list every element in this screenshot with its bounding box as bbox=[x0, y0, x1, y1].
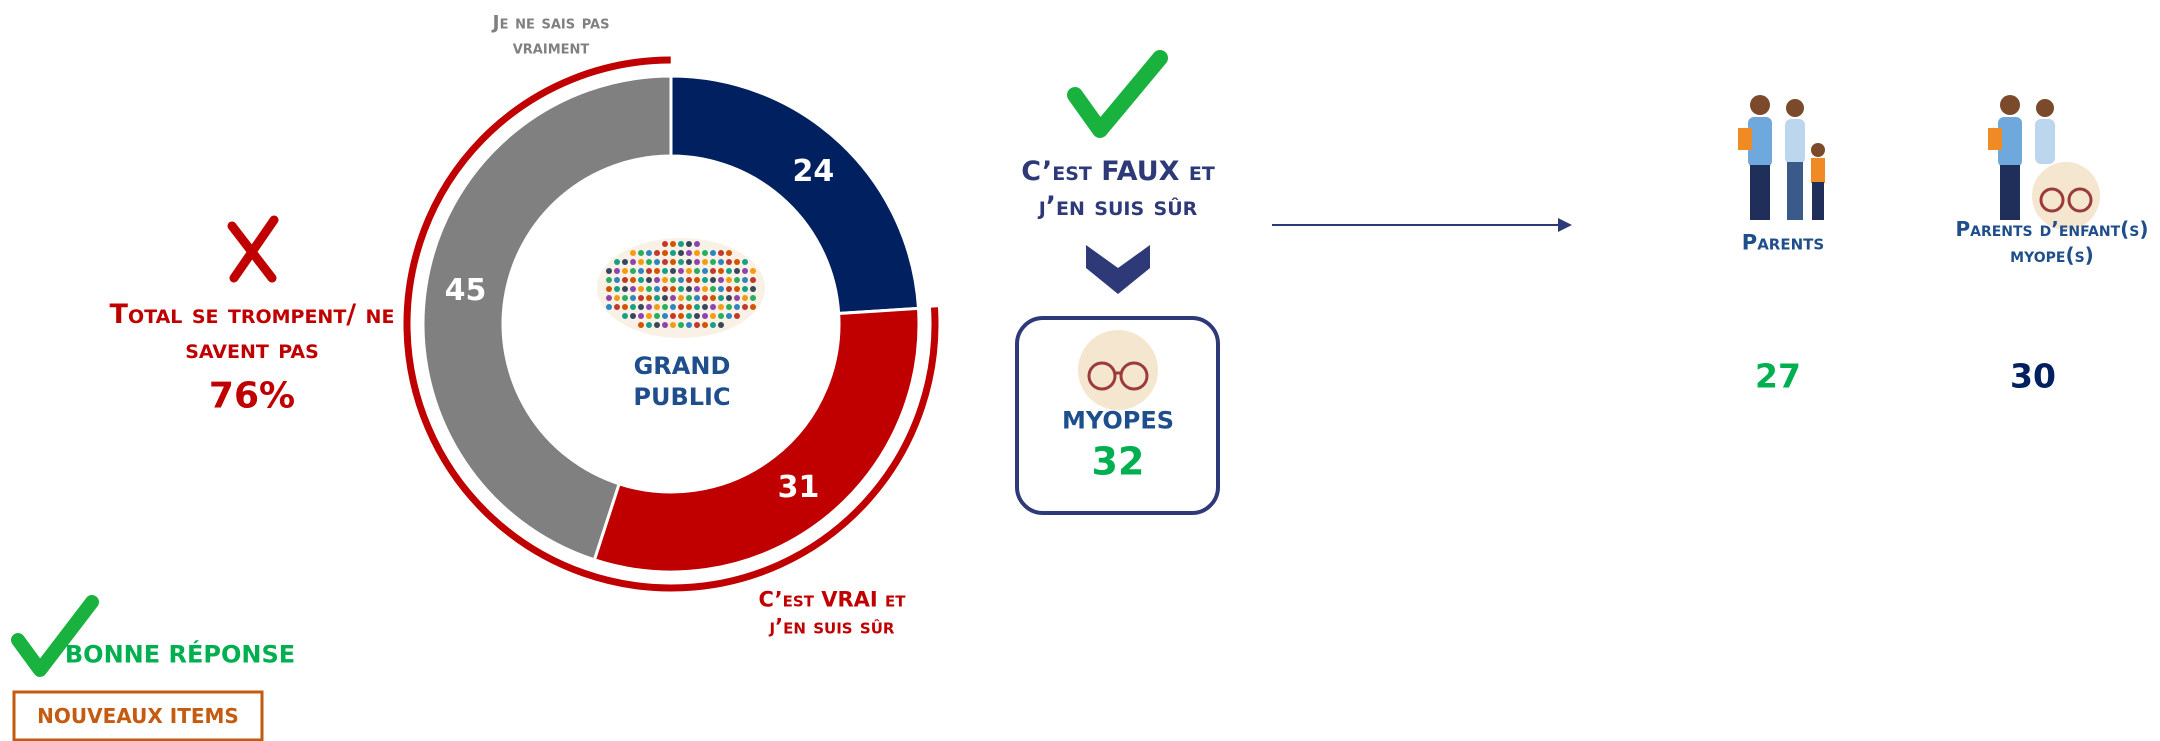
parents-value: 30 bbox=[2010, 356, 2056, 399]
parents-label: Parents d’enfant(s) myope(s) bbox=[1937, 216, 2160, 268]
category-label: C’est FAUX et j’en suis sûr bbox=[998, 154, 1238, 224]
category-label: Je ne sais pas vraiment bbox=[461, 10, 641, 59]
center-label: GRAND PUBLIC bbox=[612, 351, 752, 413]
family-icon bbox=[1988, 95, 2100, 230]
crowd-icon bbox=[597, 238, 765, 338]
arrow-head bbox=[1558, 218, 1572, 232]
family-icon bbox=[1738, 95, 1825, 220]
check-icon bbox=[1075, 58, 1160, 130]
total-value: 76% bbox=[209, 374, 295, 421]
chart: 24 31 45 bbox=[0, 0, 2160, 741]
chevron bbox=[1086, 245, 1150, 294]
legend-correct: BONNE RÉPONSE bbox=[65, 639, 295, 670]
myopes-value: 32 bbox=[1092, 437, 1145, 486]
cross-icon bbox=[232, 220, 274, 278]
parents-value: 27 bbox=[1755, 356, 1801, 399]
legend-new-items: NOUVEAUX ITEMS bbox=[37, 703, 239, 729]
myopes-label: MYOPES bbox=[1062, 405, 1174, 436]
value-label: 24 bbox=[793, 154, 835, 189]
donut-segment bbox=[594, 308, 919, 572]
value-label: 31 bbox=[778, 470, 820, 505]
category-label: C’est VRAI et j’en suis sûr bbox=[737, 587, 927, 642]
value-label: 45 bbox=[445, 273, 487, 308]
glasses-icon bbox=[1078, 330, 1158, 410]
page: 24 31 45 Je ne sais pas vraiment C’est VRA… bbox=[0, 0, 2160, 741]
total-label: Total se trompent/ ne savent pas bbox=[102, 297, 402, 367]
parents-label: Parents bbox=[1742, 229, 1824, 256]
